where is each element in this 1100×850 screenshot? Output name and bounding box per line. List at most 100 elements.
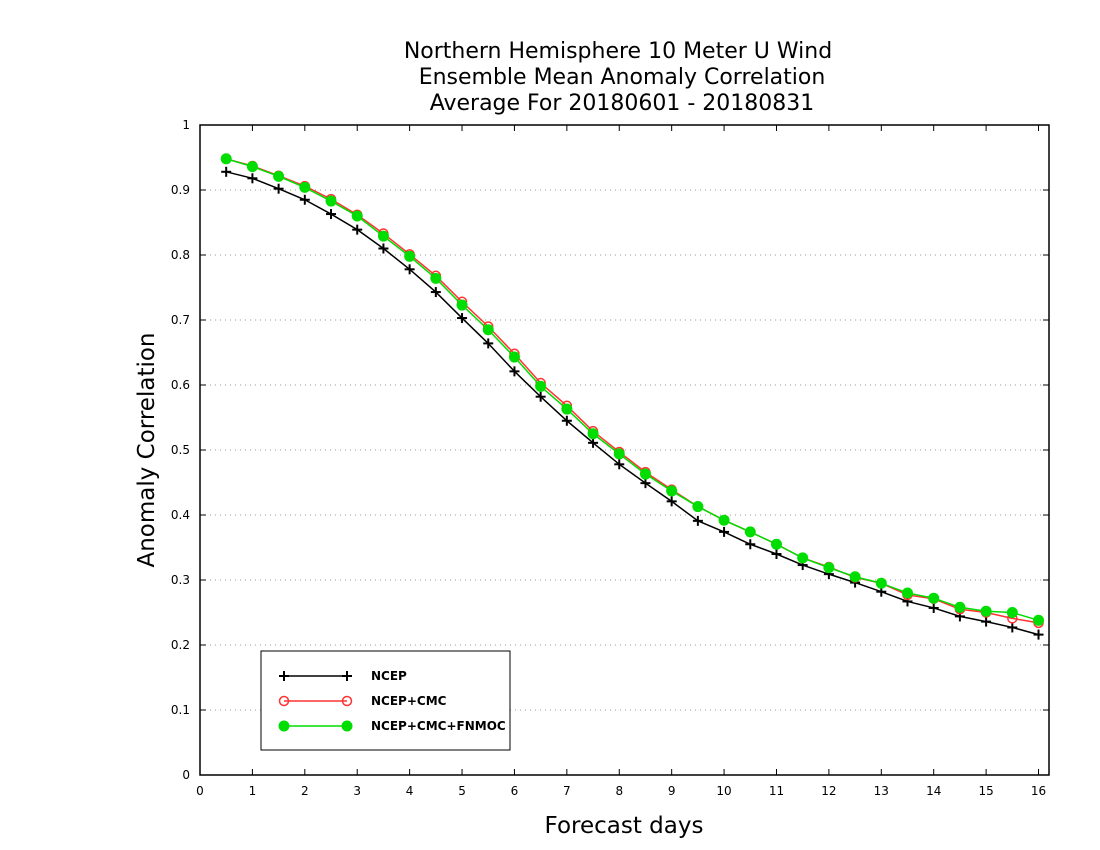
title-line-2: Ensemble Mean Anomaly Correlation bbox=[419, 65, 826, 90]
legend-entry-ncep: NCEP bbox=[279, 669, 407, 683]
data-point-ncep-cmc-fnmoc bbox=[875, 577, 887, 589]
data-point-ncep-cmc-fnmoc bbox=[325, 195, 337, 207]
y-tick-label: 0.9 bbox=[171, 183, 190, 197]
data-point-ncep bbox=[299, 194, 310, 205]
data-point-ncep bbox=[1007, 622, 1018, 633]
x-tick-label: 6 bbox=[511, 784, 519, 798]
y-tick-label: 1 bbox=[182, 118, 190, 132]
legend: NCEP NCEP+CMC NCEP+CMC+FNMOC bbox=[260, 650, 511, 751]
data-point-ncep-cmc-fnmoc bbox=[902, 587, 913, 599]
data-point-ncep bbox=[981, 616, 992, 627]
data-point-ncep-cmc-fnmoc bbox=[508, 351, 520, 363]
data-point-ncep-cmc-fnmoc bbox=[456, 299, 468, 311]
y-tick-label: 0.7 bbox=[171, 313, 190, 327]
data-point-ncep-cmc-fnmoc bbox=[666, 485, 678, 497]
data-point-ncep-cmc-fnmoc bbox=[744, 526, 756, 538]
data-point-ncep-cmc-fnmoc bbox=[220, 153, 232, 165]
data-point-ncep bbox=[614, 459, 625, 470]
x-tick-label: 1 bbox=[249, 784, 257, 798]
x-tick-label: 8 bbox=[615, 784, 623, 798]
x-tick-label: 4 bbox=[406, 784, 414, 798]
y-tick-label: 0.5 bbox=[171, 443, 190, 457]
x-tick-label: 13 bbox=[874, 784, 889, 798]
data-point-ncep bbox=[483, 338, 494, 349]
data-point-ncep-cmc-fnmoc bbox=[849, 571, 861, 583]
data-point-ncep-cmc-fnmoc bbox=[639, 468, 651, 480]
data-point-ncep-cmc-fnmoc bbox=[561, 403, 573, 415]
data-point-ncep-cmc-fnmoc bbox=[430, 272, 442, 284]
x-tick-label: 12 bbox=[821, 784, 836, 798]
data-point-ncep-cmc-fnmoc bbox=[482, 324, 494, 336]
data-point-ncep bbox=[509, 366, 520, 377]
legend-label: NCEP+CMC+FNMOC bbox=[371, 719, 506, 733]
data-series bbox=[220, 153, 1045, 640]
y-tick-label: 0.1 bbox=[171, 703, 190, 717]
x-tick-label: 15 bbox=[978, 784, 993, 798]
legend-entry-ncep-cmc: NCEP+CMC bbox=[278, 694, 447, 708]
data-point-ncep-cmc-fnmoc bbox=[613, 448, 625, 460]
data-point-ncep-cmc-fnmoc bbox=[273, 170, 285, 182]
axis-ticks: 00.10.20.30.40.50.60.70.80.910 1 2 3 4 5 6 7 8 9 1… bbox=[171, 118, 1049, 798]
legend-marker bbox=[278, 695, 290, 707]
data-point-ncep bbox=[640, 478, 651, 489]
series-ncep-cmc-fnmoc bbox=[220, 153, 1045, 626]
data-point-ncep bbox=[430, 287, 441, 298]
legend-marker bbox=[278, 720, 290, 732]
title-line-3: Average For 20180601 - 20180831 bbox=[430, 91, 815, 116]
x-tick-label: 10 bbox=[716, 784, 731, 798]
data-point-ncep bbox=[535, 391, 546, 402]
data-point-ncep bbox=[588, 437, 599, 448]
data-point-ncep-cmc-fnmoc bbox=[954, 601, 966, 613]
y-tick-label: 0 bbox=[182, 768, 190, 782]
data-point-ncep bbox=[404, 264, 415, 275]
data-point-ncep bbox=[771, 549, 782, 559]
legend-marker bbox=[341, 720, 353, 732]
x-tick-label: 11 bbox=[769, 784, 784, 798]
data-point-ncep bbox=[1033, 629, 1044, 640]
data-point-ncep bbox=[221, 166, 232, 177]
series-line-ncep bbox=[226, 171, 1039, 636]
data-point-ncep-cmc-fnmoc bbox=[587, 428, 599, 440]
data-point-ncep bbox=[457, 313, 468, 324]
x-axis-label: Forecast days bbox=[545, 813, 704, 839]
x-tick-label: 5 bbox=[458, 784, 466, 798]
x-tick-label: 2 bbox=[301, 784, 309, 798]
data-point-ncep bbox=[928, 602, 939, 613]
y-axis-label: Anomaly Correlation bbox=[134, 332, 160, 567]
data-point-ncep-cmc-fnmoc bbox=[299, 181, 311, 193]
data-point-ncep bbox=[247, 173, 258, 184]
legend-marker bbox=[279, 671, 289, 681]
data-point-ncep bbox=[561, 415, 572, 426]
data-point-ncep bbox=[273, 183, 284, 194]
plot-frame bbox=[199, 124, 1050, 776]
x-tick-label: 3 bbox=[353, 784, 361, 798]
y-tick-label: 0.2 bbox=[171, 638, 190, 652]
data-point-ncep bbox=[719, 526, 730, 537]
y-tick-label: 0.3 bbox=[171, 573, 190, 587]
data-point-ncep-cmc-fnmoc bbox=[770, 538, 782, 550]
x-tick-label: 7 bbox=[563, 784, 571, 798]
data-point-ncep-cmc-fnmoc bbox=[351, 210, 363, 222]
data-point-ncep-cmc-fnmoc bbox=[246, 161, 258, 173]
data-point-ncep-cmc-fnmoc bbox=[692, 501, 704, 513]
data-point-ncep bbox=[378, 243, 389, 254]
data-point-ncep-cmc-fnmoc bbox=[980, 605, 992, 617]
y-tick-label: 0.4 bbox=[171, 508, 190, 522]
y-tick-label: 0.8 bbox=[171, 248, 190, 262]
x-tick-label: 0 bbox=[196, 784, 204, 798]
legend-marker bbox=[341, 695, 353, 707]
x-tick-label: 16 bbox=[1031, 784, 1046, 798]
data-point-ncep bbox=[352, 224, 363, 235]
data-point-ncep-cmc-fnmoc bbox=[404, 250, 416, 262]
legend-marker bbox=[342, 671, 352, 681]
data-point-ncep-cmc-fnmoc bbox=[535, 380, 547, 392]
y-tick-label: 0.6 bbox=[171, 378, 190, 392]
data-point-ncep-cmc-fnmoc bbox=[377, 230, 389, 242]
data-point-ncep-cmc-fnmoc bbox=[1033, 614, 1045, 626]
data-point-ncep bbox=[326, 209, 337, 220]
data-point-ncep-cmc-fnmoc bbox=[797, 552, 809, 564]
data-point-ncep bbox=[692, 515, 703, 526]
data-point-ncep-cmc-fnmoc bbox=[928, 592, 940, 604]
title-line-1: Northern Hemisphere 10 Meter U Wind bbox=[404, 39, 832, 64]
